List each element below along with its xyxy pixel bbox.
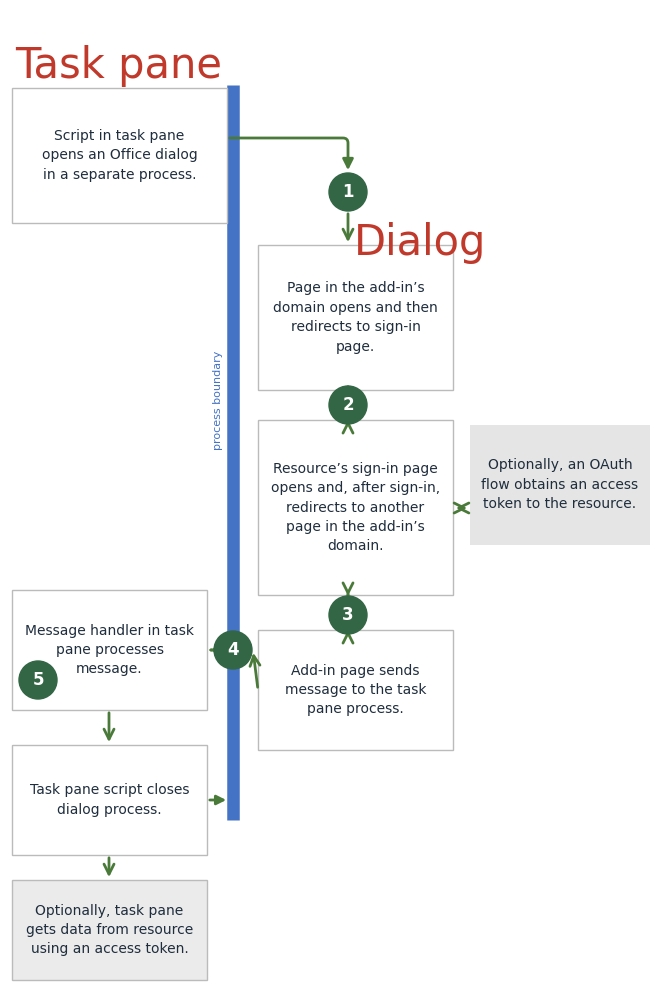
Text: 4: 4 xyxy=(227,641,239,659)
FancyBboxPatch shape xyxy=(12,880,207,980)
Text: Optionally, an OAuth
flow obtains an access
token to the resource.: Optionally, an OAuth flow obtains an acc… xyxy=(481,459,639,511)
FancyBboxPatch shape xyxy=(12,590,207,710)
FancyBboxPatch shape xyxy=(258,420,453,595)
FancyBboxPatch shape xyxy=(12,745,207,855)
Circle shape xyxy=(214,631,252,669)
Text: Page in the add-in’s
domain opens and then
redirects to sign-in
page.: Page in the add-in’s domain opens and th… xyxy=(273,281,438,354)
FancyArrowPatch shape xyxy=(230,138,352,167)
Circle shape xyxy=(19,661,57,699)
FancyArrowPatch shape xyxy=(210,796,223,804)
Text: Optionally, task pane
gets data from resource
using an access token.: Optionally, task pane gets data from res… xyxy=(26,904,193,956)
Circle shape xyxy=(329,596,367,634)
Text: Add-in page sends
message to the task
pane process.: Add-in page sends message to the task pa… xyxy=(285,663,426,717)
FancyBboxPatch shape xyxy=(470,425,650,545)
Text: Task pane script closes
dialog process.: Task pane script closes dialog process. xyxy=(30,783,189,817)
Circle shape xyxy=(329,386,367,424)
FancyBboxPatch shape xyxy=(258,630,453,750)
Text: Dialog: Dialog xyxy=(354,222,486,264)
FancyBboxPatch shape xyxy=(12,88,227,223)
Text: Task pane: Task pane xyxy=(15,45,222,87)
FancyBboxPatch shape xyxy=(258,245,453,390)
Text: 3: 3 xyxy=(342,606,354,624)
Text: Message handler in task
pane processes
message.: Message handler in task pane processes m… xyxy=(25,624,194,676)
Text: 1: 1 xyxy=(342,183,354,201)
Text: process boundary: process boundary xyxy=(213,351,223,450)
Text: 5: 5 xyxy=(32,671,44,689)
Text: Script in task pane
opens an Office dialog
in a separate process.: Script in task pane opens an Office dial… xyxy=(42,129,198,182)
Text: Resource’s sign-in page
opens and, after sign-in,
redirects to another
page in t: Resource’s sign-in page opens and, after… xyxy=(271,462,440,553)
Circle shape xyxy=(329,173,367,211)
Text: 2: 2 xyxy=(342,396,354,414)
